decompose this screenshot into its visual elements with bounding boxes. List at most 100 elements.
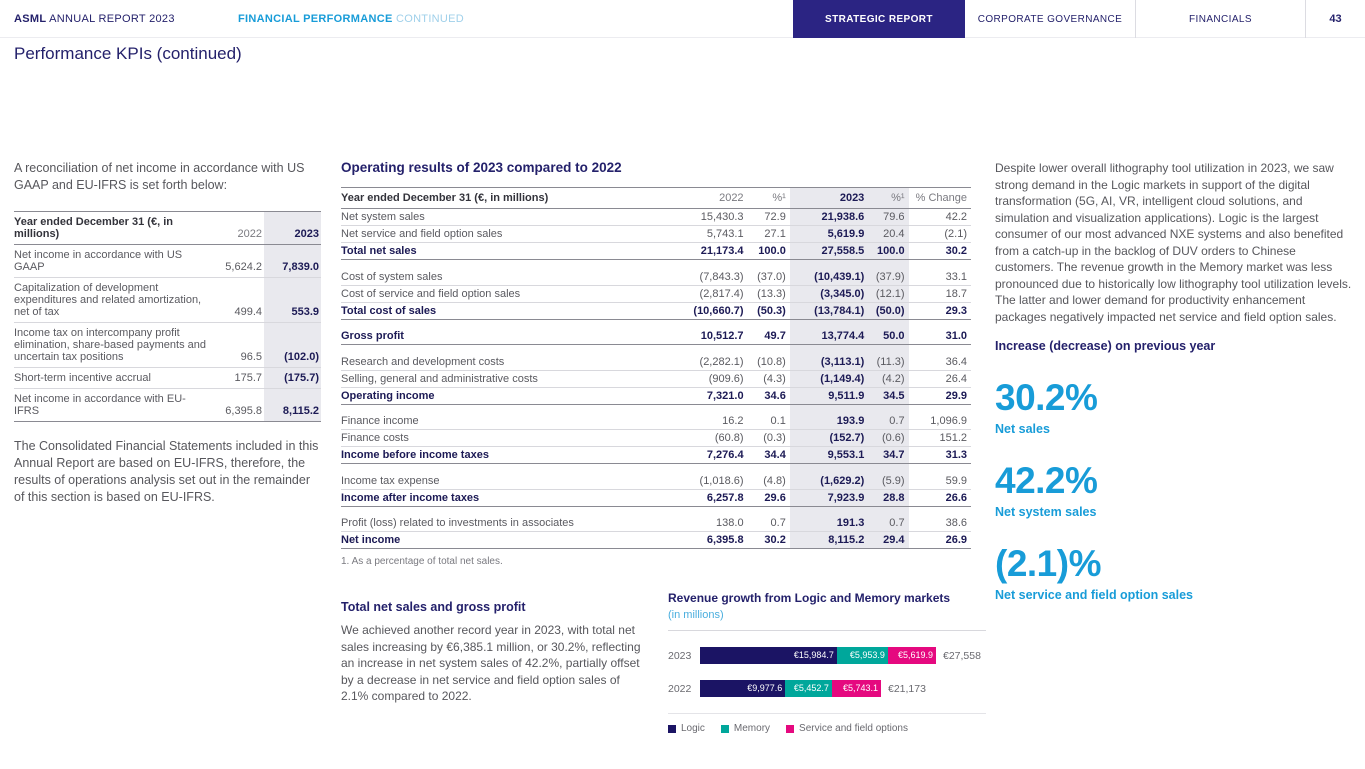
gaap-col-header-2022: 2022 [211, 210, 264, 245]
row-label: Income tax expense [341, 472, 676, 490]
pct-change: 26.9 [908, 531, 971, 549]
legend-swatch-memory [720, 724, 729, 733]
pct-change: 18.7 [908, 285, 971, 303]
row-label: Gross profit [341, 328, 676, 345]
brand-name: ASML [14, 13, 47, 25]
value-2022: (909.6) [675, 370, 748, 388]
kpi-label: Net service and field option sales [995, 588, 1193, 603]
gaap-table-row: Capitalization of development expenditur… [14, 277, 321, 323]
gaap-table-body: Net income in accordance with US GAAP 5,6… [14, 244, 321, 422]
value-2023: 193.9 [789, 413, 869, 430]
pct-2023: 0.7 [868, 413, 909, 430]
tab-financials[interactable]: FINANCIALS [1135, 0, 1305, 38]
revenue-growth-chart: Revenue growth from Logic and Memory mar… [668, 591, 986, 734]
pct-change: 29.9 [908, 387, 971, 405]
tab-strategic-report[interactable]: STRATEGIC REPORT [793, 0, 965, 38]
pct-2023: (37.9) [868, 268, 909, 286]
row-label: Research and development costs [341, 353, 676, 371]
pct-2023: 29.4 [868, 531, 909, 549]
top-header: ASML ANNUAL REPORT 2023 FINANCIAL PERFOR… [0, 0, 1365, 38]
pct-change: 31.3 [908, 446, 971, 464]
kpi-net-system-sales: 42.2% Net system sales [995, 462, 1353, 519]
gaap-table-row: Income tax on intercompany profit elimin… [14, 322, 321, 368]
value-2022: 16.2 [675, 413, 748, 430]
value-2023: (175.7) [264, 367, 321, 389]
chart-row: 2023 €15,984.7 €5,953.9 €5,619.9 €27,558 [668, 647, 986, 664]
row-label: Total cost of sales [341, 302, 676, 320]
pct-change: (2.1) [908, 225, 971, 243]
value-2022: 5,743.1 [675, 225, 748, 243]
chart-rows: 2023 €15,984.7 €5,953.9 €5,619.9 €27,558 2022… [668, 647, 986, 697]
row-label: Net income in accordance with EU-IFRS [14, 388, 211, 422]
row-label: Net service and field option sales [341, 225, 676, 243]
row-label: Profit (loss) related to investments in … [341, 515, 676, 532]
row-label: Short-term incentive accrual [14, 367, 211, 389]
pct-change: 38.6 [908, 515, 971, 532]
row-label: Finance costs [341, 429, 676, 447]
pct-2022: 27.1 [747, 225, 790, 243]
pct-2022: (10.8) [747, 353, 790, 371]
middle-column: Operating results of 2023 compared to 20… [341, 160, 971, 567]
op-table-row: Selling, general and administrative cost… [341, 370, 971, 388]
section-continued: CONTINUED [392, 13, 465, 25]
value-2022: 5,624.2 [211, 244, 264, 278]
table-gap-row [341, 404, 971, 413]
net-sales-heading: Total net sales and gross profit [341, 600, 526, 614]
chart-legend: Logic Memory Service and field options [668, 713, 986, 734]
gaap-table-row: Short-term incentive accrual 175.7 (175.7) [14, 367, 321, 389]
pct-2022: 29.6 [747, 489, 790, 507]
ifrs-note-text: The Consolidated Financial Statements in… [14, 438, 319, 505]
pct-2022: 30.2 [747, 531, 790, 549]
op-table-row: Net system sales 15,430.3 72.9 21,938.6 79.6… [341, 208, 971, 226]
value-2022: 6,257.8 [675, 489, 748, 507]
pct-change: 31.0 [908, 328, 971, 345]
value-2023: 13,774.4 [789, 328, 869, 345]
pct-2022: 0.7 [747, 515, 790, 532]
value-2023: (13,784.1) [789, 302, 869, 320]
legend-swatch-logic [668, 724, 676, 733]
bar-segment-logic: €15,984.7 [700, 647, 837, 664]
pct-change: 1,096.9 [908, 413, 971, 430]
op-total-row: Gross profit 10,512.7 49.7 13,774.4 50.0 31.0 [341, 328, 971, 345]
pct-2022: (4.3) [747, 370, 790, 388]
chart-category-label: 2022 [668, 682, 692, 695]
table-gap-row [341, 463, 971, 473]
pct-2023: (4.2) [868, 370, 909, 388]
row-label: Selling, general and administrative cost… [341, 370, 676, 388]
op-table-body: Net system sales 15,430.3 72.9 21,938.6 79.6… [341, 208, 971, 549]
kpi-net-service-sales: (2.1)% Net service and field option sale… [995, 545, 1353, 602]
value-2022: (10,660.7) [675, 302, 748, 320]
pct-2022: (0.3) [747, 429, 790, 447]
value-2023: 191.3 [789, 515, 869, 532]
op-table-row: Profit (loss) related to investments in … [341, 515, 971, 532]
pct-change: 59.9 [908, 472, 971, 490]
pct-2022: (13.3) [747, 285, 790, 303]
kpi-value: 42.2% [995, 460, 1098, 502]
row-label: Cost of system sales [341, 268, 676, 286]
gaap-intro-text: A reconciliation of net income in accord… [14, 161, 305, 193]
report-brand: ASML ANNUAL REPORT 2023 [14, 0, 175, 38]
value-2023: 5,619.9 [789, 225, 869, 243]
bar-segment-logic: €9,977.6 [700, 680, 786, 697]
tab-corporate-governance[interactable]: CORPORATE GOVERNANCE [977, 13, 1123, 25]
pct-2022: 34.6 [747, 387, 790, 405]
value-2023: (102.0) [264, 322, 321, 368]
op-total-row: Net income 6,395.8 30.2 8,115.2 29.4 26.9 [341, 531, 971, 549]
op-table-row: Cost of system sales (7,843.3) (37.0) (10,4… [341, 268, 971, 286]
pct-2022: 100.0 [747, 242, 790, 260]
chart-row: 2022 €9,977.6 €5,452.7 €5,743.1 €21,173 [668, 680, 986, 697]
pct-2023: 34.7 [868, 446, 909, 464]
net-sales-subsection: Total net sales and gross profit We achi… [341, 600, 643, 705]
pct-2022: 34.4 [747, 446, 790, 464]
pct-2023: 100.0 [868, 242, 909, 260]
row-label: Total net sales [341, 242, 676, 260]
value-2023: 7,839.0 [264, 244, 321, 278]
kpi-net-sales: 30.2% Net sales [995, 379, 1353, 436]
pct-2023: 28.8 [868, 489, 909, 507]
value-2022: 499.4 [211, 277, 264, 323]
pct-2023: (12.1) [868, 285, 909, 303]
value-2022: 7,276.4 [675, 446, 748, 464]
legend-label: Logic [681, 723, 705, 734]
net-sales-body: We achieved another record year in 2023,… [341, 623, 641, 704]
op-total-row: Income after income taxes 6,257.8 29.6 7,92… [341, 489, 971, 507]
